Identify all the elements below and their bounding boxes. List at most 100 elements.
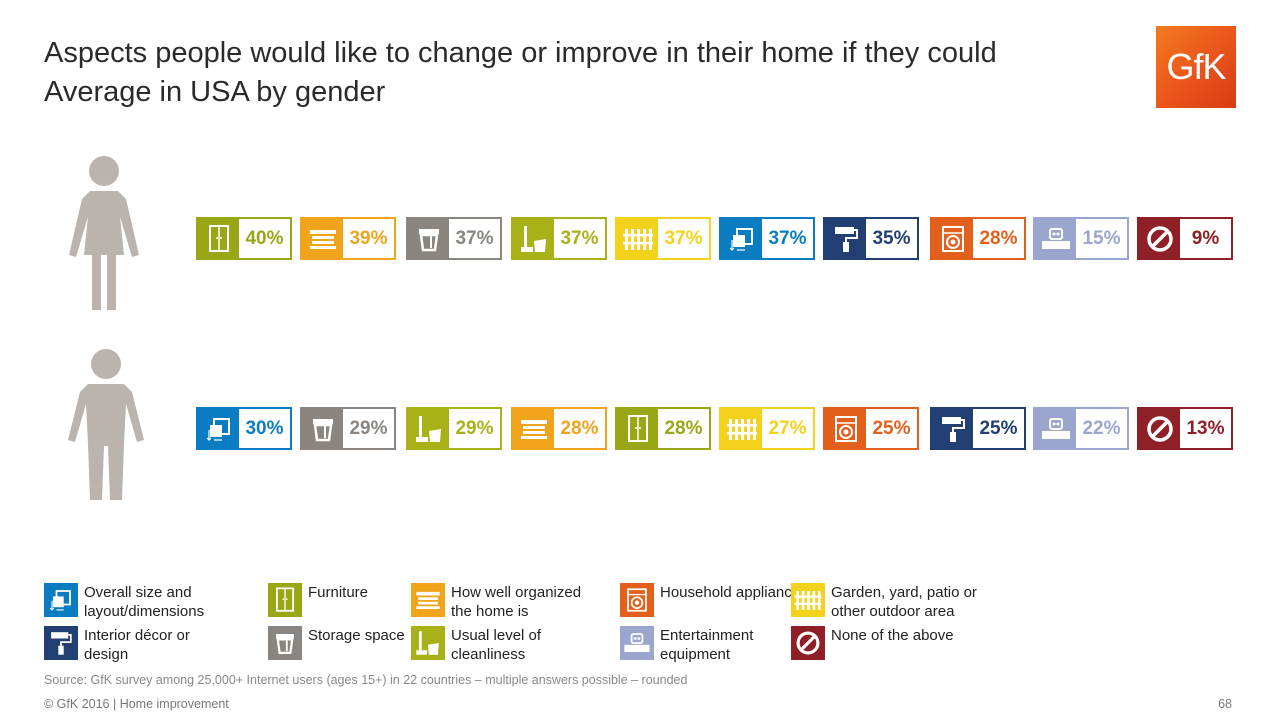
prohibited-icon [1139,219,1180,258]
footer: © GfK 2016 | Home improvement [44,697,229,711]
fence-icon [721,409,762,448]
data-tile-garden: 37% [615,217,711,260]
legend-item-cleanliness: Usual level of cleanliness [411,626,601,664]
legend-item-decor: Interior décor or design [44,626,234,664]
male-figure-icon [66,348,146,504]
legend-item-appliances: Household appliances [620,583,810,617]
paint-roller-icon [44,626,78,660]
washing-machine-icon [825,409,866,448]
data-tile-furniture: 40% [196,217,292,260]
title-line-1: Aspects people would like to change or i… [44,37,997,69]
washing-machine-icon [620,583,654,617]
drawers-icon-glyph [416,591,440,609]
paint-roller-icon [825,219,866,258]
box-icon [302,409,343,448]
broom-icon [513,219,554,258]
data-label-none: 9% [1191,227,1220,249]
data-label-entertainment: 22% [1082,417,1121,439]
legend-label-storage: Storage space [308,627,405,644]
legend-item-entertainment: Entertainment equipment [620,626,810,664]
data-tile-entertainment: 22% [1033,407,1129,450]
data-label-cleanliness: 29% [455,417,494,439]
wardrobe-icon-glyph [276,587,295,612]
female-figure-icon [66,155,142,313]
data-label-none: 13% [1186,417,1225,439]
legend-item-size: Overall size and layout/dimensions [44,583,234,621]
data-label-size: 37% [768,227,807,249]
prohibited-icon [791,626,825,660]
paint-roller-icon-glyph [51,632,72,655]
data-label-furniture: 28% [664,417,703,439]
legend-item-none: None of the above [791,626,981,660]
tv-icon-glyph [1041,227,1070,249]
data-label-decor: 25% [979,417,1018,439]
data-tile-decor: 35% [823,217,919,260]
data-label-appliances: 25% [872,417,911,439]
broom-icon-glyph [415,415,441,442]
broom-icon [408,409,449,448]
data-tile-cleanliness: 29% [406,407,502,450]
drawers-icon [411,583,445,617]
prohibited-icon [1139,409,1180,448]
wardrobe-icon [268,583,302,617]
legend-label-cleanliness: Usual level of cleanliness [451,627,542,663]
gfk-logo: GfK [1156,26,1236,108]
washing-machine-icon [932,219,973,258]
data-tile-organized: 28% [511,407,607,450]
prohibited-icon-glyph [1146,415,1173,442]
data-label-size: 30% [245,417,284,439]
legend-label-appliances: Household appliances [660,584,808,601]
data-label-cleanliness: 37% [560,227,599,249]
fence-icon-glyph [726,418,757,440]
box-icon-glyph [312,418,333,441]
layout-icon-glyph [49,590,71,611]
fence-icon [791,583,825,617]
data-label-entertainment: 15% [1082,227,1121,249]
data-tile-none: 13% [1137,407,1233,450]
data-label-garden: 37% [664,227,703,249]
data-label-furniture: 40% [245,227,284,249]
drawers-icon [302,219,343,258]
tv-icon [1035,219,1076,258]
data-label-organized: 28% [560,417,599,439]
page-number: 68 [1218,697,1232,711]
paint-roller-icon-glyph [834,226,858,252]
legend-item-storage: Storage space [268,626,458,660]
layout-icon [44,583,78,617]
paint-roller-icon [932,409,973,448]
washing-machine-icon-glyph [834,415,857,442]
drawers-icon-glyph [309,229,336,249]
legend-item-furniture: Furniture [268,583,458,617]
legend-label-decor: Interior décor or design [84,627,190,663]
source-note: Source: GfK survey among 25,000+ Interne… [44,673,688,687]
data-tile-size: 30% [196,407,292,450]
layout-icon-glyph [729,227,753,251]
prohibited-icon-glyph [796,631,820,655]
wardrobe-icon [198,219,239,258]
data-tile-cleanliness: 37% [511,217,607,260]
broom-icon-glyph [520,225,546,252]
legend-label-none: None of the above [831,627,954,644]
data-tile-organized: 39% [300,217,396,260]
legend-label-furniture: Furniture [308,584,369,601]
box-icon [268,626,302,660]
drawers-icon [513,409,554,448]
data-tile-garden: 27% [719,407,815,450]
data-label-organized: 39% [349,227,388,249]
legend-label-organized: How well organized the home is [451,584,582,620]
drawers-icon-glyph [520,419,547,439]
washing-machine-icon-glyph [941,225,964,252]
washing-machine-icon-glyph [627,588,647,612]
prohibited-icon-glyph [1146,225,1173,252]
data-tile-size: 37% [719,217,815,260]
tv-icon [1035,409,1076,448]
data-tile-appliances: 28% [930,217,1026,260]
data-label-garden: 27% [768,417,807,439]
legend-label-garden: Garden, yard, patio or other outdoor are… [831,584,977,620]
layout-icon-glyph [206,417,230,441]
data-label-storage: 29% [349,417,388,439]
box-icon-glyph [276,634,294,655]
layout-icon [198,409,239,448]
page-title: Aspects people would like to change or i… [44,34,997,112]
box-icon-glyph [418,228,439,251]
